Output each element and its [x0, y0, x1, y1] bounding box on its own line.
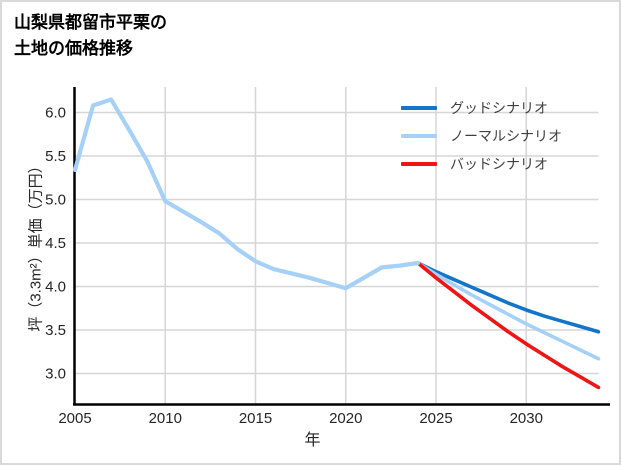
legend-swatch-good-scenario: [401, 106, 437, 110]
legend-label-good-scenario: グッドシナリオ: [450, 100, 548, 116]
legend-item-normal-scenario: ノーマルシナリオ: [401, 122, 562, 150]
series-line-historical: [72, 97, 421, 291]
series-line-normal-scenario: [416, 261, 601, 361]
series-line-bad-scenario: [416, 261, 601, 390]
chart-title-line1: 山梨県都留市平栗の: [14, 13, 167, 32]
y-tick-label-3.0: 3.0: [45, 366, 66, 383]
chart-title-line2: 土地の価格推移: [14, 39, 133, 59]
y-tick-label-5.0: 5.0: [45, 192, 66, 209]
y-tick-label-3.5: 3.5: [45, 322, 66, 339]
x-tick-label-2015: 2015: [239, 410, 272, 427]
x-tick-label-2005: 2005: [58, 410, 91, 427]
legend-swatch-normal-scenario: [401, 134, 437, 138]
x-tick-label-2025: 2025: [419, 410, 452, 427]
x-tick-label-2010: 2010: [149, 410, 182, 427]
x-tick-label-2020: 2020: [329, 410, 362, 427]
y-tick-label-4.5: 4.5: [45, 235, 66, 252]
legend: グッドシナリオ ノーマルシナリオ バッドシナリオ: [401, 94, 562, 178]
y-tick-label-5.5: 5.5: [45, 148, 66, 165]
legend-label-normal-scenario: ノーマルシナリオ: [450, 128, 562, 144]
y-tick-label-6.0: 6.0: [45, 105, 66, 122]
legend-swatch-bad-scenario: [401, 162, 437, 166]
series-line-good-scenario: [416, 261, 601, 334]
x-axis-label: 年: [304, 432, 321, 449]
legend-item-good-scenario: グッドシナリオ: [401, 94, 562, 122]
y-tick-label-4.0: 4.0: [45, 279, 66, 296]
legend-item-bad-scenario: バッドシナリオ: [401, 150, 562, 178]
y-axis-label: 坪（3.3m²）単価（万円）: [27, 158, 45, 332]
chart-title: 山梨県都留市平栗の 土地の価格推移: [14, 10, 167, 63]
legend-label-bad-scenario: バッドシナリオ: [450, 156, 548, 172]
x-tick-label-2030: 2030: [510, 410, 543, 427]
